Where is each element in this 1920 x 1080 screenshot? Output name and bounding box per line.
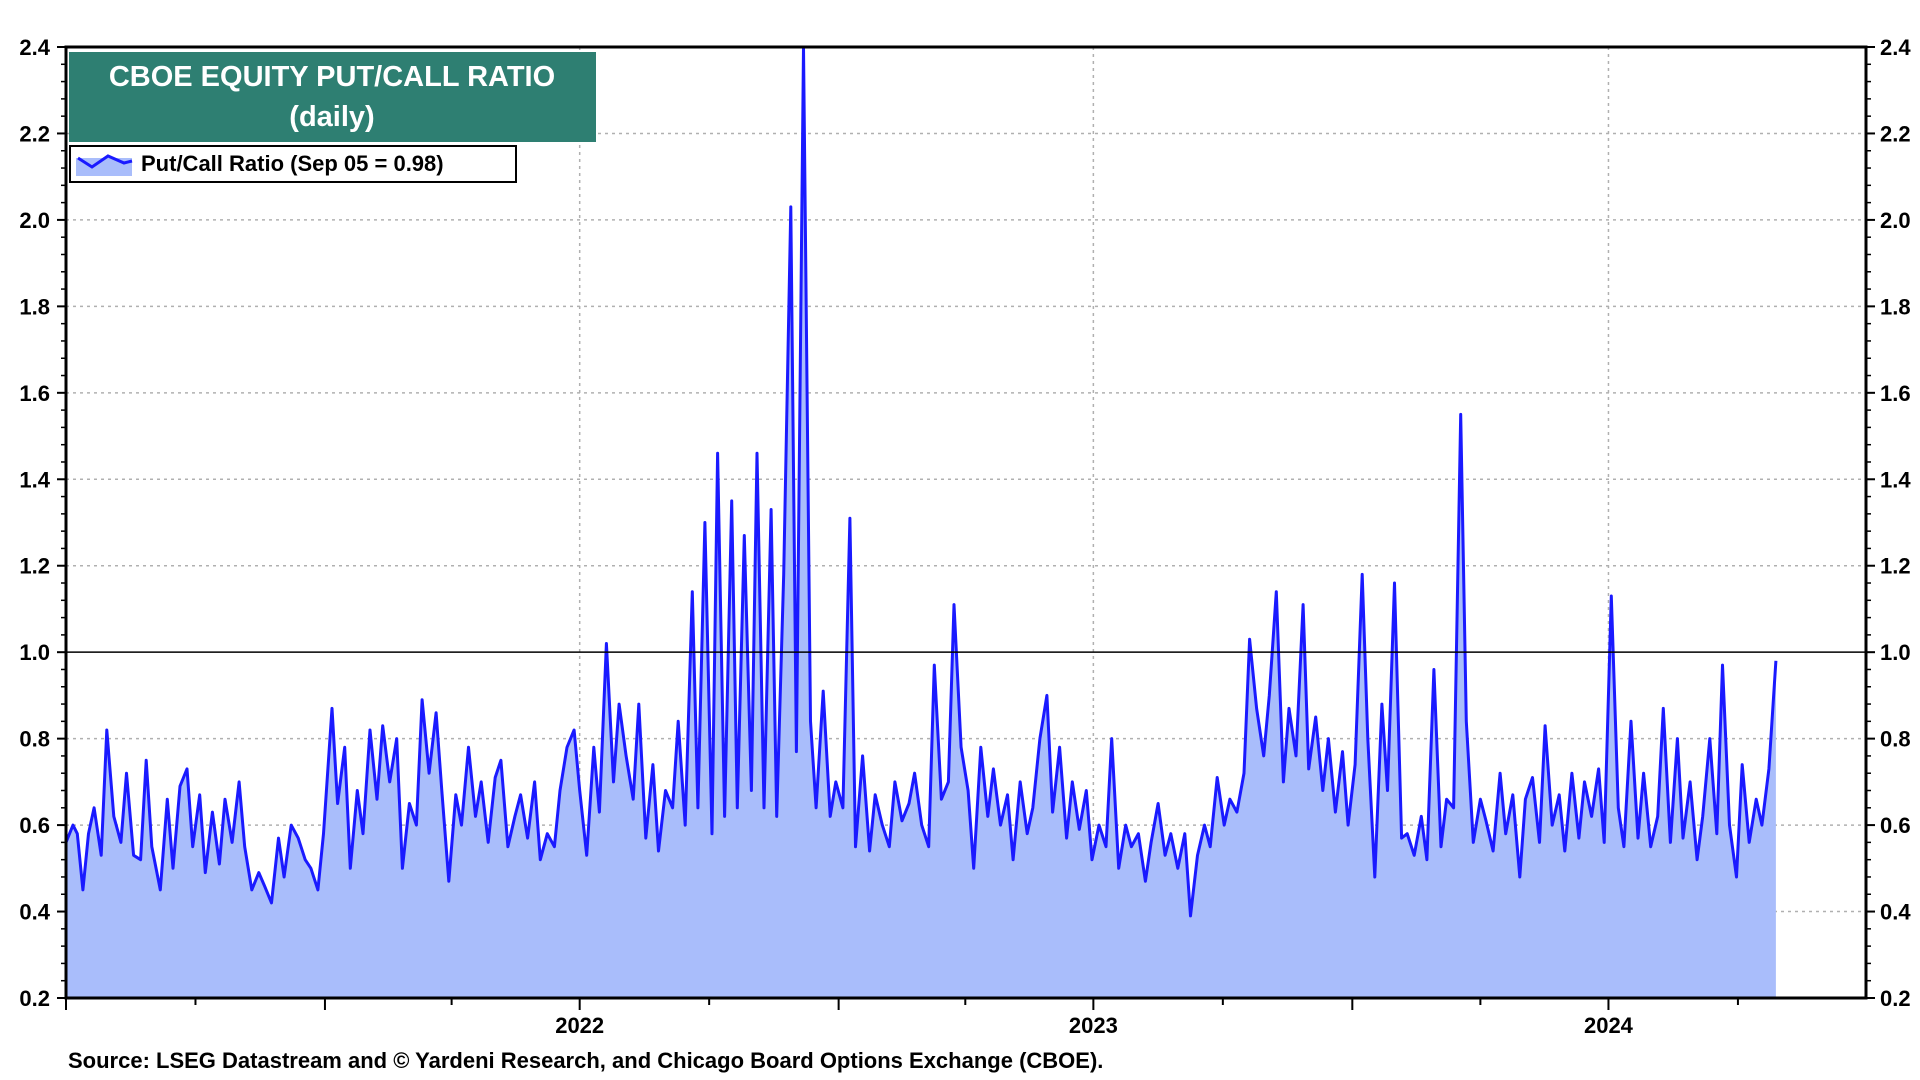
axis-ticks bbox=[57, 46, 1875, 1010]
y-tick-label-left: 1.4 bbox=[19, 467, 50, 492]
y-tick-label-right: 1.8 bbox=[1880, 294, 1911, 319]
y-tick-label-right: 0.8 bbox=[1880, 727, 1911, 752]
chart-subtitle: (daily) bbox=[289, 101, 374, 133]
legend-label: Put/Call Ratio (Sep 05 = 0.98) bbox=[141, 151, 444, 176]
legend-swatch-fill bbox=[76, 158, 132, 176]
y-tick-label-left: 0.8 bbox=[19, 727, 50, 752]
x-tick-label: 2023 bbox=[1069, 1013, 1118, 1038]
y-tick-label-left: 1.6 bbox=[19, 381, 50, 406]
y-tick-label-left: 0.2 bbox=[19, 986, 50, 1011]
y-tick-label-left: 2.0 bbox=[19, 208, 50, 233]
y-tick-label-right: 1.2 bbox=[1880, 554, 1911, 579]
y-tick-label-right: 2.0 bbox=[1880, 208, 1911, 233]
y-tick-label-left: 1.8 bbox=[19, 294, 50, 319]
x-tick-label: 2022 bbox=[555, 1013, 604, 1038]
series-area-fill bbox=[66, 47, 1776, 998]
chart-title: CBOE EQUITY PUT/CALL RATIO bbox=[109, 61, 555, 93]
y-tick-label-left: 0.6 bbox=[19, 813, 50, 838]
y-tick-label-right: 0.4 bbox=[1880, 900, 1911, 925]
y-tick-label-left: 2.2 bbox=[19, 121, 50, 146]
y-tick-label-right: 2.4 bbox=[1880, 35, 1911, 60]
y-tick-label-left: 1.0 bbox=[19, 640, 50, 665]
y-tick-label-left: 0.4 bbox=[19, 900, 50, 925]
series-line bbox=[64, 45, 1778, 918]
y-tick-label-right: 1.0 bbox=[1880, 640, 1911, 665]
axis-labels: 0.2 0.2 0.4 0.4 0.6 0.6 0.8 0.8 1.0 1.0 1.2 1.2 1.4 1… bbox=[19, 35, 1911, 1038]
y-tick-label-right: 0.6 bbox=[1880, 813, 1911, 838]
y-tick-label-right: 0.2 bbox=[1880, 986, 1911, 1011]
y-tick-label-left: 1.2 bbox=[19, 554, 50, 579]
legend-box bbox=[69, 145, 517, 183]
legend-swatch-line bbox=[77, 154, 133, 169]
y-tick-label-left: 2.4 bbox=[19, 35, 50, 60]
y-tick-label-right: 1.6 bbox=[1880, 381, 1911, 406]
y-tick-label-right: 2.2 bbox=[1880, 121, 1911, 146]
title-box: CBOE EQUITY PUT/CALL RATIO (daily) bbox=[69, 52, 596, 142]
x-tick-label: 2024 bbox=[1584, 1013, 1634, 1038]
source-note: Source: LSEG Datastream and © Yardeni Re… bbox=[68, 1048, 1103, 1073]
y-tick-label-right: 1.4 bbox=[1880, 467, 1911, 492]
title-background bbox=[69, 52, 596, 142]
legend: Put/Call Ratio (Sep 05 = 0.98) bbox=[69, 145, 517, 183]
